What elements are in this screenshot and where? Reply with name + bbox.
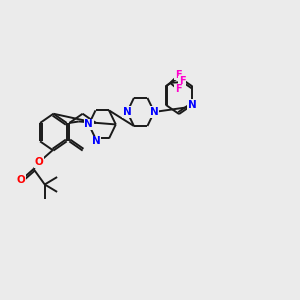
Text: F: F xyxy=(179,76,185,86)
Text: O: O xyxy=(16,175,25,185)
Text: N: N xyxy=(188,100,197,110)
Text: F: F xyxy=(175,84,181,94)
Text: N: N xyxy=(123,107,131,117)
Text: F: F xyxy=(175,70,181,80)
Text: O: O xyxy=(35,157,44,167)
Text: N: N xyxy=(150,107,159,117)
Text: N: N xyxy=(92,136,100,146)
Text: N: N xyxy=(84,119,93,129)
